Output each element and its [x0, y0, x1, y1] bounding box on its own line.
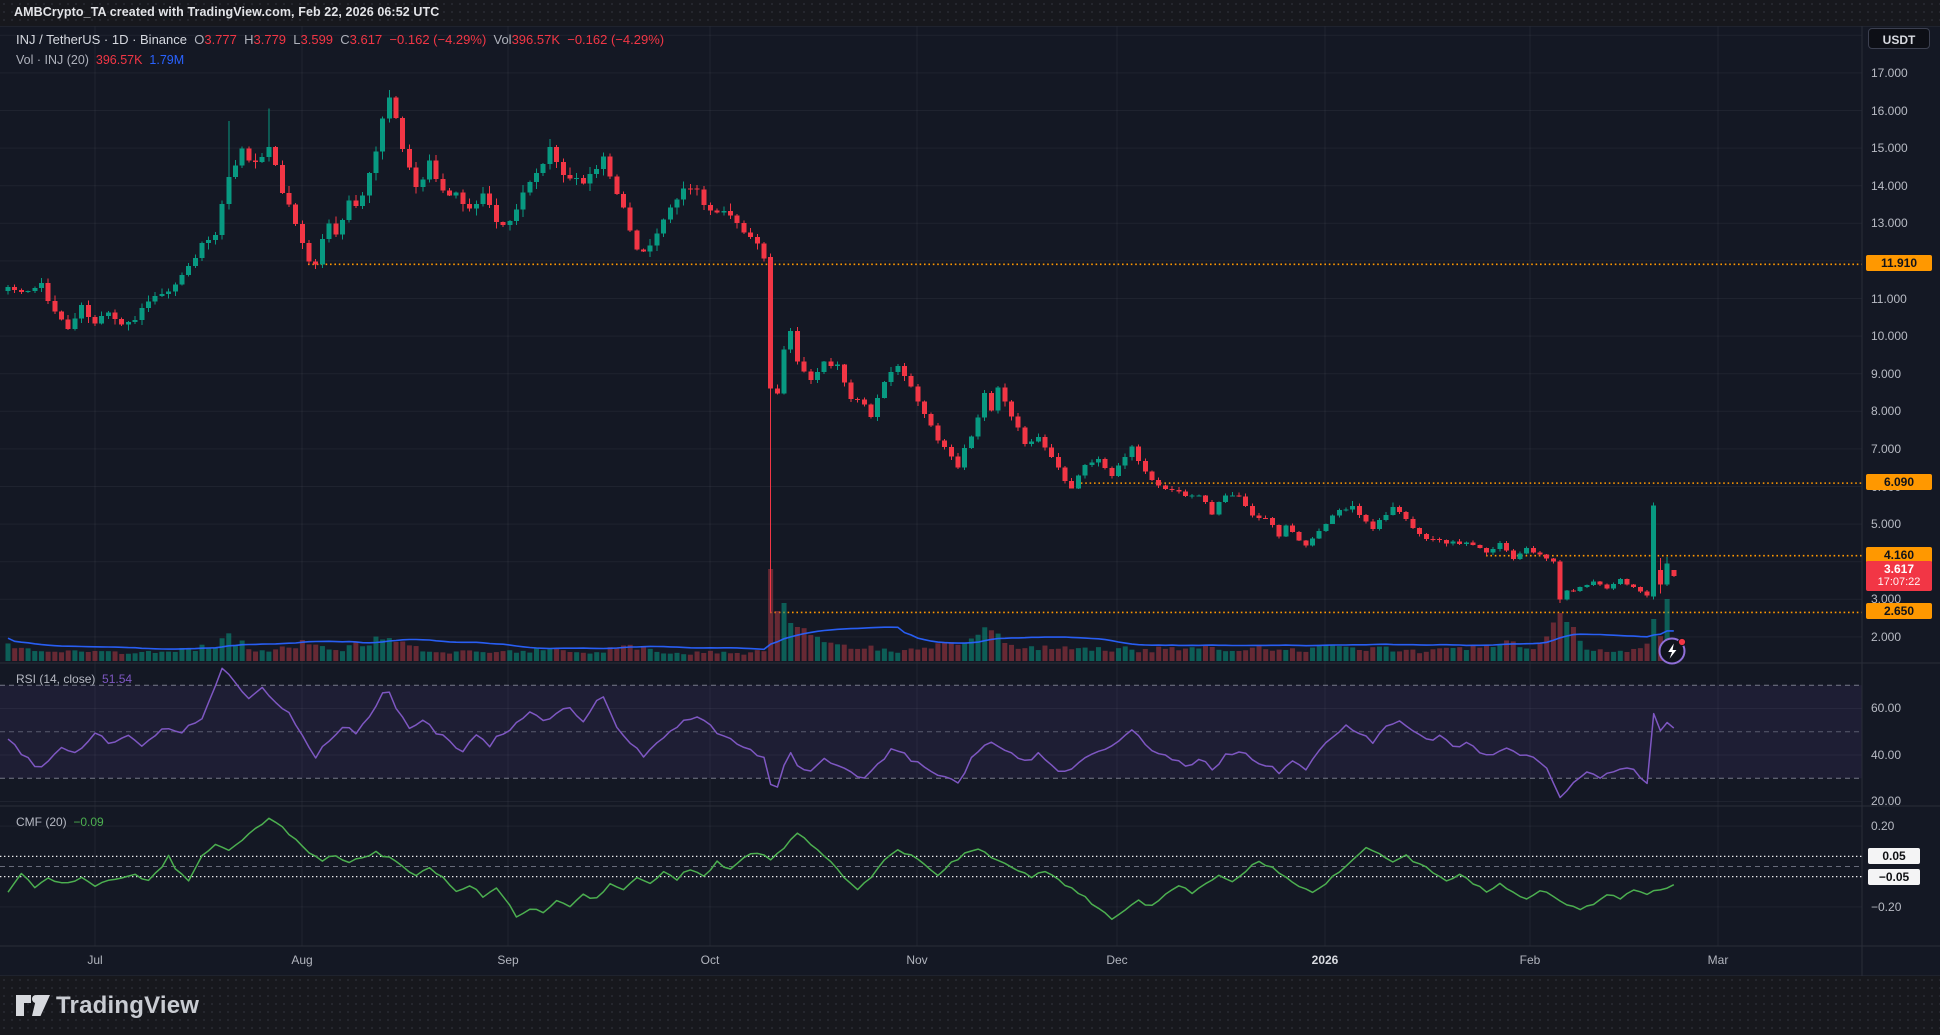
tradingview-logo-icon[interactable] — [15, 993, 51, 1028]
text-token: CMF (20) — [16, 815, 74, 829]
countdown-timer: 17:07:22 — [1877, 576, 1921, 589]
analyst-price-label: 2.650 — [1866, 603, 1932, 620]
price-tick: 10.000 — [1871, 329, 1908, 344]
price-tick: 7.000 — [1871, 441, 1902, 456]
text-token: C — [340, 32, 350, 47]
time-tick-oct: Oct — [700, 953, 720, 967]
time-tick-sep: Sep — [497, 953, 519, 967]
cmf-tick: 0.20 — [1871, 819, 1895, 834]
text-token: 51.54 — [102, 672, 133, 686]
last-price-value: 3.617 — [1883, 562, 1915, 577]
chart-area[interactable]: INJ / TetherUS · 1D · Binance O3.777 H3.… — [0, 26, 1940, 976]
price-tick: 2.000 — [1871, 629, 1902, 644]
analyst-price-label: 4.160 — [1866, 546, 1932, 563]
price-scale[interactable]: 17.00016.00015.00014.00013.00012.00011.0… — [1862, 26, 1940, 946]
lightning-icon — [1658, 637, 1687, 665]
time-axis[interactable]: Jul Aug Sep Oct Nov Dec 2026 Feb Mar — [0, 946, 1862, 976]
text-token: −0.162 (−4.29%) — [567, 32, 665, 47]
symbol-info-row[interactable]: INJ / TetherUS · 1D · Binance O3.777 H3.… — [16, 32, 664, 47]
rsi-tick: 60.00 — [1871, 701, 1902, 716]
credit-text: AMBCrypto_TA created with TradingView.co… — [14, 5, 440, 19]
text-token: Vol — [493, 32, 512, 47]
text-token: Vol · INJ (20) — [16, 53, 96, 67]
price-tick: 8.000 — [1871, 404, 1902, 419]
price-tick: 16.000 — [1871, 103, 1908, 118]
text-token: INJ / TetherUS · 1D · Binance — [16, 32, 195, 47]
text-token: 3.599 — [300, 32, 341, 47]
time-tick-mar: Mar — [1707, 953, 1729, 967]
analyst-price-label: 6.090 — [1866, 474, 1932, 491]
text-token: O — [194, 32, 205, 47]
cmf-level-label: 0.05 — [1868, 848, 1920, 865]
currency-toggle-button[interactable]: USDT — [1868, 28, 1930, 49]
text-token: 1.79M — [149, 53, 185, 67]
price-tick: 11.000 — [1871, 291, 1907, 306]
footer-bar: TradingView — [0, 976, 1940, 1035]
last-price-label: 3.617 17:07:22 — [1866, 561, 1932, 592]
text-token: 3.777 — [204, 32, 245, 47]
text-token: L — [293, 32, 301, 47]
rsi-indicator-row[interactable]: RSI (14, close) 51.54 — [16, 672, 132, 686]
boost-button[interactable] — [1655, 633, 1691, 669]
chart-canvas[interactable] — [0, 26, 1940, 976]
text-token: H — [244, 32, 254, 47]
text-token: 3.779 — [253, 32, 294, 47]
text-token: 396.57K — [95, 53, 150, 67]
text-token: −0.162 (−4.29%) — [389, 32, 494, 47]
tradingview-brand-text[interactable]: TradingView — [56, 992, 200, 1019]
time-tick-feb: Feb — [1519, 953, 1541, 967]
text-token: 3.617 — [349, 32, 390, 47]
text-token: −0.09 — [73, 815, 104, 829]
cmf-level-label: −0.05 — [1868, 868, 1920, 885]
price-tick: 17.000 — [1871, 65, 1908, 80]
price-tick: 9.000 — [1871, 366, 1902, 381]
price-tick: 5.000 — [1871, 517, 1902, 532]
time-tick-jul: Jul — [87, 953, 103, 967]
text-token: RSI (14, close) — [16, 672, 103, 686]
analyst-price-label: 11.910 — [1866, 255, 1932, 272]
cmf-tick: −0.20 — [1871, 899, 1902, 914]
time-tick-nov: Nov — [906, 953, 928, 967]
price-tick: 3.000 — [1871, 592, 1902, 607]
price-tick: 15.000 — [1871, 141, 1908, 156]
price-tick: 13.000 — [1871, 216, 1908, 231]
rsi-tick: 40.00 — [1871, 747, 1902, 762]
text-token: 396.57K — [511, 32, 568, 47]
time-tick-dec: Dec — [1106, 953, 1128, 967]
volume-indicator-row[interactable]: Vol · INJ (20) 396.57K 1.79M — [16, 53, 184, 67]
time-tick-aug: Aug — [291, 953, 313, 967]
rsi-tick: 20.00 — [1871, 794, 1902, 809]
credit-bar: AMBCrypto_TA created with TradingView.co… — [0, 0, 1940, 26]
time-tick-2026: 2026 — [1311, 953, 1339, 967]
price-tick: 14.000 — [1871, 178, 1908, 193]
cmf-indicator-row[interactable]: CMF (20) −0.09 — [16, 815, 104, 829]
